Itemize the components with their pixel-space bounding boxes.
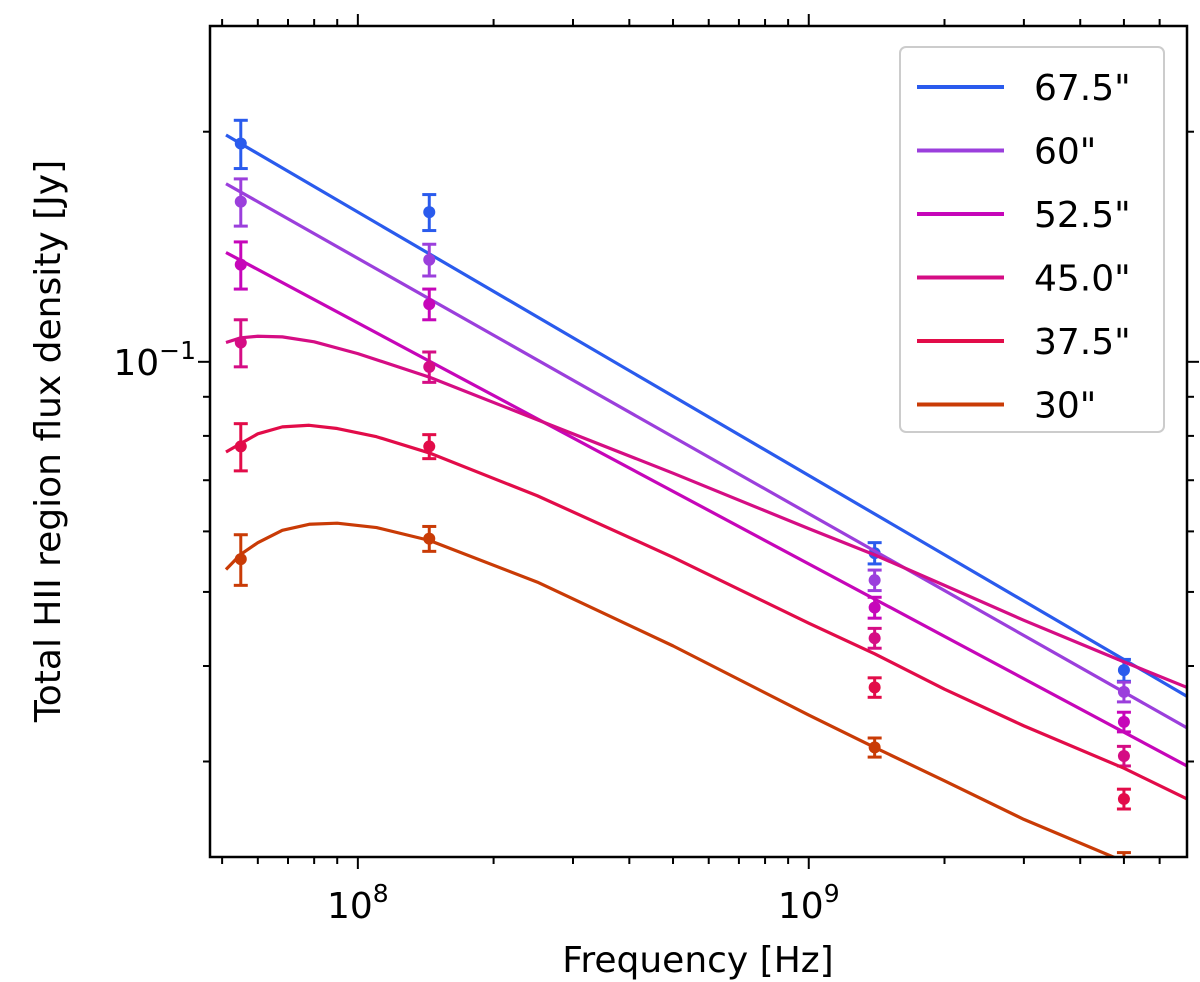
legend-label-3: 52.5" [1034, 195, 1131, 236]
data-marker-2-2 [423, 253, 436, 266]
legend-entry-6: 30" [917, 386, 1096, 427]
legend-entry-4: 45.0" [917, 259, 1131, 300]
legend-label-4: 45.0" [1034, 259, 1131, 300]
data-point-3-3 [867, 595, 882, 620]
data-marker-4-4 [1117, 750, 1130, 763]
y-tick-label-base-1: 10 [113, 343, 159, 384]
data-point-5-3 [867, 676, 882, 699]
series-6 [224, 521, 1131, 857]
data-marker-2-1 [234, 195, 247, 208]
data-marker-3-2 [423, 298, 436, 311]
legend-entry-5: 37.5" [917, 322, 1131, 363]
data-point-6-2 [422, 524, 437, 553]
legend-entry-2: 60" [917, 132, 1096, 173]
data-point-1-1 [233, 118, 248, 171]
data-point-4-1 [233, 318, 248, 369]
y-axis-label: Total HII region flux density [Jy] [28, 160, 69, 723]
data-marker-6-3 [868, 741, 881, 754]
data-point-4-4 [1116, 744, 1131, 768]
legend-label-2: 60" [1034, 132, 1096, 173]
data-point-2-2 [422, 242, 437, 278]
series-layer [224, 118, 1187, 857]
ticks-layer [198, 14, 1199, 869]
data-point-6-3 [867, 736, 882, 759]
y-tick-label-1: 10−1 [113, 336, 196, 384]
series-line-4 [225, 334, 1187, 689]
data-marker-1-2 [423, 206, 436, 219]
series-line-2 [225, 182, 1187, 730]
data-point-1-2 [422, 193, 437, 233]
series-line-6 [224, 521, 1118, 857]
data-marker-4-3 [868, 632, 881, 645]
y-tick-label-exp-1: −1 [159, 336, 196, 365]
series-line-5 [225, 423, 1187, 801]
legend: 67.5" 60" 52.5" 45.0" 37.5" 30" [899, 46, 1165, 433]
data-marker-6-2 [423, 532, 436, 545]
legend-frame [899, 46, 1165, 433]
data-point-2-3 [867, 568, 882, 593]
legend-entry-3: 52.5" [917, 195, 1131, 236]
data-point-2-1 [233, 177, 248, 228]
data-point-3-4 [1116, 710, 1131, 734]
plot-frame [208, 24, 1189, 859]
series-2 [225, 177, 1187, 730]
data-marker-1-1 [234, 137, 247, 150]
data-point-4-3 [867, 626, 882, 650]
data-point-4-2 [422, 350, 437, 384]
x-tick-label-2: 109 [778, 879, 840, 927]
x-tick-label-1: 108 [327, 879, 389, 927]
x-tick-label-base-1: 10 [327, 886, 373, 927]
data-marker-3-1 [234, 258, 247, 271]
data-point-5-4 [1116, 787, 1131, 811]
axes-layer [208, 24, 1189, 859]
x-tick-label-base-2: 10 [778, 886, 824, 927]
data-point-6-1 [233, 533, 248, 587]
data-marker-5-1 [234, 440, 247, 453]
legend-label-5: 37.5" [1034, 322, 1131, 363]
data-marker-5-2 [423, 440, 436, 453]
data-point-3-2 [422, 287, 437, 322]
data-point-2-4 [1116, 680, 1131, 704]
series-line-3 [225, 251, 1187, 768]
data-point-5-1 [233, 422, 248, 473]
data-marker-4-1 [234, 336, 247, 349]
legend-entry-1: 67.5" [917, 68, 1131, 109]
x-tick-label-exp-2: 9 [824, 879, 840, 908]
legend-label-1: 67.5" [1034, 68, 1131, 109]
series-4 [225, 318, 1187, 768]
legend-label-6: 30" [1034, 386, 1096, 427]
data-marker-3-3 [868, 601, 881, 614]
series-3 [225, 240, 1187, 768]
x-axis-label: Frequency [Hz] [562, 940, 833, 981]
series-line-1 [225, 133, 1187, 698]
data-point-5-2 [422, 433, 437, 461]
data-marker-3-4 [1117, 715, 1130, 728]
series-5 [225, 422, 1187, 811]
data-marker-4-2 [423, 360, 436, 373]
data-marker-6-1 [234, 553, 247, 566]
data-marker-2-3 [868, 574, 881, 587]
data-point-3-1 [233, 240, 248, 291]
data-marker-5-3 [868, 681, 881, 694]
labels-layer: Frequency [Hz] Total HII region flux den… [28, 160, 840, 981]
data-marker-1-4 [1117, 664, 1130, 677]
data-marker-2-4 [1117, 685, 1130, 698]
x-tick-label-exp-1: 8 [373, 879, 389, 908]
data-marker-5-4 [1117, 792, 1130, 805]
